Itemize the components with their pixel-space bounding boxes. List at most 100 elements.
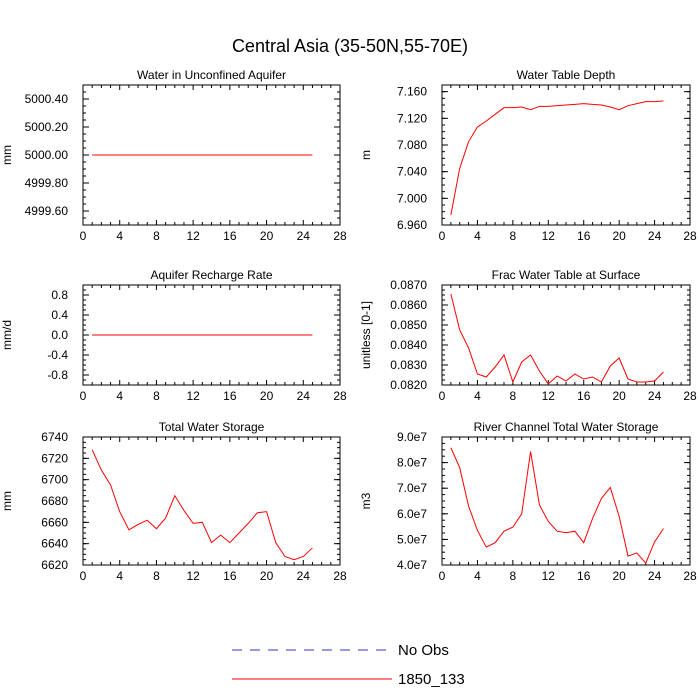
y-tick-label: 7.040 [397,165,427,179]
x-tick-label: 28 [333,229,347,243]
x-tick-label: 0 [439,569,446,583]
panel-6: River Channel Total Water Storage m3 0 4 8 12… [359,420,697,583]
main-title: Central Asia (35-50N,55-70E) [232,36,468,56]
y-tick-label: 5000.40 [25,92,69,106]
series-line-1850_133 [450,293,664,385]
y-tick-label: 4.0e7 [397,558,427,572]
x-tick-label: 12 [186,569,200,583]
y-tick-label: 4999.60 [25,204,69,218]
x-tick-label: 8 [153,389,160,403]
x-tick-label: 28 [683,389,697,403]
y-tick-label: 6640 [41,537,68,551]
x-tick-label: 20 [260,229,274,243]
x-tick-label: 24 [648,229,662,243]
x-tick-label: 0 [80,389,87,403]
x-tick-label: 28 [333,569,347,583]
x-tick-label: 8 [510,229,517,243]
x-tick-label: 16 [223,569,237,583]
y-axis-label: unitless [0-1] [359,301,373,369]
y-axis-label: mm/d [0,320,14,350]
panel-4: Frac Water Table at Surface unitless [0-1… [359,268,697,403]
plot-frame [82,436,341,566]
y-tick-label: 0.0840 [390,338,427,352]
panel-1: Water in Unconfined Aquifer mm 0 4 8 12 16 20 24… [0,68,347,243]
y-tick-label: 8.0e7 [397,456,427,470]
y-tick-label: 7.160 [397,85,427,99]
x-tick-label: 28 [333,389,347,403]
x-tick-label: 0 [80,229,87,243]
x-tick-label: 4 [116,389,123,403]
plot-frame [441,84,691,226]
panel-2: Water Table Depth m 0 4 8 12 16 20 24 28 6.960 7.00… [359,68,697,243]
y-tick-label: 6720 [41,451,68,465]
y-axis-label: m [359,150,373,160]
y-tick-label: 6700 [41,473,68,487]
x-tick-label: 12 [186,229,200,243]
x-tick-label: 8 [510,569,517,583]
y-tick-label: -0.4 [47,348,68,362]
y-tick-label: -0.8 [47,368,68,382]
x-tick-label: 0 [439,229,446,243]
x-tick-label: 4 [474,389,481,403]
x-tick-label: 8 [510,389,517,403]
x-tick-label: 16 [577,389,591,403]
y-tick-label: 6740 [41,430,68,444]
x-tick-label: 24 [297,389,311,403]
y-tick-label: 6680 [41,494,68,508]
y-axis-label: m3 [359,492,373,509]
x-tick-label: 20 [260,569,274,583]
y-tick-label: 6620 [41,558,68,572]
y-tick-label: 6.0e7 [397,507,427,521]
panel-5: Total Water Storage mm 0 4 8 12 16 20 24 28 6620 66… [0,420,347,583]
y-axis-label: mm [0,145,14,165]
series-line-1850_133 [91,449,313,561]
y-tick-label: 5.0e7 [397,532,427,546]
x-tick-label: 20 [612,229,626,243]
panel-title: Water in Unconfined Aquifer [137,68,286,82]
panel-title: Total Water Storage [159,420,265,434]
y-tick-label: 0.4 [51,308,68,322]
legend-label-1: No Obs [398,642,449,659]
y-tick-label: 5000.20 [25,120,69,134]
y-tick-label: 0.0860 [390,298,427,312]
y-tick-label: 0.0850 [390,318,427,332]
x-tick-label: 4 [474,569,481,583]
panels: Water in Unconfined Aquifer mm 0 4 8 12 16 20 24… [0,68,697,583]
y-tick-label: 5000.00 [25,148,69,162]
x-tick-label: 8 [153,229,160,243]
x-tick-label: 12 [542,569,556,583]
x-tick-label: 16 [223,389,237,403]
x-tick-label: 0 [439,389,446,403]
x-tick-label: 24 [297,229,311,243]
y-tick-label: 7.120 [397,111,427,125]
y-tick-label: 6660 [41,515,68,529]
x-tick-label: 4 [474,229,481,243]
y-axis-label: mm [0,491,14,511]
legend-label-2: 1850_133 [398,671,465,688]
panel-title: Frac Water Table at Surface [492,268,641,282]
panel-title: River Channel Total Water Storage [474,420,659,434]
y-tick-label: 7.000 [397,191,427,205]
panel-3: Aquifer Recharge Rate mm/d 0 4 8 12 16 20 24 28 -0… [0,268,347,403]
x-tick-label: 28 [683,569,697,583]
x-tick-label: 20 [260,389,274,403]
x-tick-label: 16 [577,229,591,243]
legend: No Obs 1850_133 [232,642,465,688]
x-tick-label: 20 [612,569,626,583]
series-line-1850_133 [450,100,664,216]
x-tick-label: 24 [297,569,311,583]
y-tick-label: 0.8 [51,288,68,302]
x-tick-label: 12 [542,229,556,243]
x-tick-label: 0 [80,569,87,583]
y-tick-label: 4999.80 [25,176,69,190]
y-tick-label: 7.0e7 [397,481,427,495]
series-line-1850_133 [450,447,664,565]
x-tick-label: 12 [186,389,200,403]
y-tick-label: 0.0870 [390,278,427,292]
x-tick-label: 24 [648,569,662,583]
x-tick-label: 20 [612,389,626,403]
x-tick-label: 12 [542,389,556,403]
y-tick-label: 9.0e7 [397,430,427,444]
panel-title: Water Table Depth [517,68,616,82]
